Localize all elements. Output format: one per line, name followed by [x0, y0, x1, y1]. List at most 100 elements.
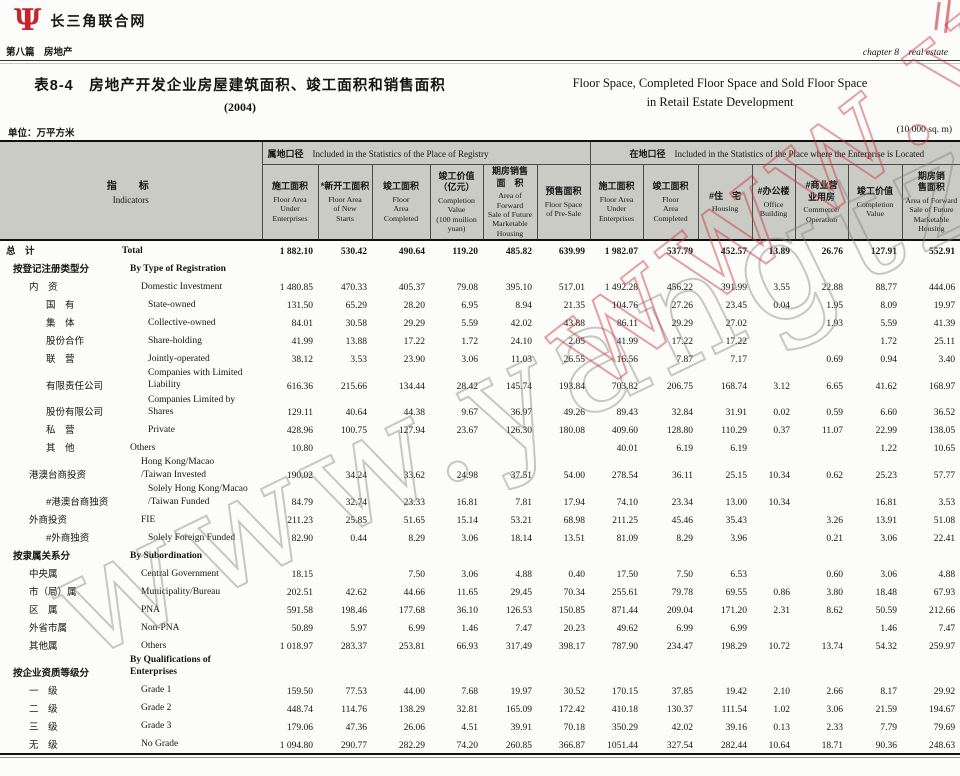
value-cell: 202.51: [286, 587, 313, 598]
value-cell: 398.17: [558, 641, 586, 652]
table-row: 外省市属 Non-PNA 50.89 5.97 6.99 1.46 7.47 20.23 49.…: [0, 618, 960, 636]
value-cell: 130.37: [666, 704, 694, 715]
group-header-row: 指 标 Indicators 属地口径 Included in the Stati…: [0, 140, 960, 242]
value-cell: 1.93: [826, 319, 844, 330]
value-cell: 6.60: [880, 408, 898, 419]
column-header-en: Floor Space of Pre-Sale: [544, 199, 583, 218]
value-cell: 127.91: [870, 247, 898, 258]
value-cell: 703.82: [611, 381, 639, 392]
value-cell: 2.05: [568, 337, 586, 348]
value-cell: 51.08: [933, 515, 956, 526]
value-cell: 11.07: [822, 426, 844, 437]
indicator-cell: 一 级 Grade 1: [0, 681, 262, 699]
table-row: 股份合作 Share-holding 41.99 13.88 17.22 1.72 24.1…: [0, 331, 960, 349]
indicator-cell: 其他属 Others: [0, 636, 262, 654]
value-cell: 110.29: [721, 426, 748, 437]
value-cell: [698, 259, 752, 277]
value-cell: 282.29: [398, 740, 425, 751]
indicator-label-en: FIE: [141, 514, 156, 525]
value-cell: 114.76: [341, 704, 367, 715]
value-cell: 428.96: [286, 426, 313, 437]
value-cell: 44.66: [403, 587, 425, 598]
value-cell: 3.06: [461, 569, 478, 580]
indicator-cell: 三 级 Grade 3: [0, 717, 262, 735]
value-cell: [537, 259, 590, 277]
indicator-label-en: Others: [141, 640, 167, 651]
value-cell: 165.09: [505, 704, 532, 715]
indicator-label-zh: 其 他: [46, 443, 75, 455]
indicator-label-en: Non-PNA: [141, 622, 180, 633]
indicator-label-zh: 外商投资: [29, 514, 68, 526]
value-cell: 193.84: [558, 381, 586, 392]
value-cell: 7.79: [880, 722, 898, 733]
value-cell: 119.20: [452, 247, 478, 258]
value-cell: 177.68: [398, 605, 425, 616]
value-cell: [752, 564, 795, 582]
red-corner-mark: [944, 0, 951, 34]
value-cell: 6.99: [730, 623, 748, 634]
value-cell: 16.56: [616, 355, 639, 366]
indicator-label-en: Companies with Limited Liability: [148, 368, 243, 391]
value-cell: 25.11: [934, 337, 956, 348]
value-cell: 283.37: [340, 641, 367, 652]
value-cell: 45.46: [671, 515, 694, 526]
value-cell: 170.15: [611, 686, 639, 697]
value-cell: 32.84: [671, 408, 694, 419]
value-cell: 66.93: [456, 641, 478, 652]
value-cell: 24.10: [510, 337, 532, 348]
value-cell: 8.94: [515, 301, 532, 312]
value-cell: 69.55: [725, 587, 748, 598]
value-cell: 3.55: [773, 283, 791, 294]
value-cell: 282.44: [720, 740, 748, 751]
site-logo-text[interactable]: 长三角联合网: [50, 13, 147, 29]
column-header-11: #商业营 业用房 Commerce/ Operation: [794, 164, 849, 242]
value-cell: [590, 654, 643, 681]
value-cell: 1 480.85: [279, 283, 313, 294]
indicator-cell: #港澳台商独资 Solely Hong Kong/Macao /Taiwan Fu…: [0, 483, 262, 510]
value-cell: [752, 259, 795, 277]
value-cell: 88.77: [875, 283, 898, 294]
value-cell: [902, 654, 960, 681]
group2-label-zh: 在地口径: [629, 148, 666, 159]
value-cell: 129.11: [287, 408, 313, 419]
site-logo-icon[interactable]: Ψ: [14, 3, 42, 38]
value-cell: 1.22: [880, 444, 898, 455]
value-cell: 452.57: [720, 247, 748, 258]
column-header-en: Area of Forward Sale of Future Marketabl…: [905, 196, 958, 234]
value-cell: 51.65: [403, 515, 425, 526]
column-header-7: 施工面积 Floor Area Under Enterprises: [589, 164, 644, 242]
value-cell: [643, 546, 698, 564]
value-cell: [318, 564, 372, 582]
value-cell: 18.48: [875, 587, 898, 598]
indicator-label-zh: 私 营: [46, 425, 75, 437]
value-cell: 327.54: [666, 740, 694, 751]
value-cell: 290.77: [340, 740, 367, 751]
table-title-zh: 表8-4 房地产开发企业房屋建筑面积、竣工面积和销售面积: [34, 78, 446, 94]
value-cell: 8.09: [880, 301, 898, 312]
value-cell: [643, 259, 698, 277]
value-cell: 25.85: [345, 515, 367, 526]
value-cell: 171.20: [720, 605, 748, 616]
value-cell: 350.29: [611, 722, 639, 733]
value-cell: 4.88: [515, 569, 532, 580]
value-cell: [795, 259, 848, 277]
value-cell: 1.72: [880, 337, 898, 348]
value-cell: [752, 438, 795, 456]
value-cell: 448.74: [286, 704, 313, 715]
indicator-label-en: No Grade: [141, 739, 179, 750]
value-cell: [537, 438, 590, 456]
value-cell: 28.20: [403, 301, 425, 312]
value-cell: 3.06: [826, 704, 844, 715]
column-header-en: Floor Area of New Starts: [328, 194, 362, 223]
value-cell: 168.74: [720, 381, 748, 392]
table-row: 港澳台商投资 Hong Kong/Macao /Taiwan Invested 19…: [0, 456, 960, 483]
indicator-label-zh: 联 营: [46, 354, 75, 366]
unit-bar: 单位：万平方米 (10 000 sq. m): [0, 125, 960, 139]
group1-label-zh: 属地口径: [267, 148, 304, 159]
value-cell: 27.26: [671, 301, 694, 312]
value-cell: 127.94: [398, 426, 425, 437]
value-cell: [590, 546, 643, 564]
value-cell: [537, 546, 590, 564]
value-cell: 8.62: [826, 605, 844, 616]
